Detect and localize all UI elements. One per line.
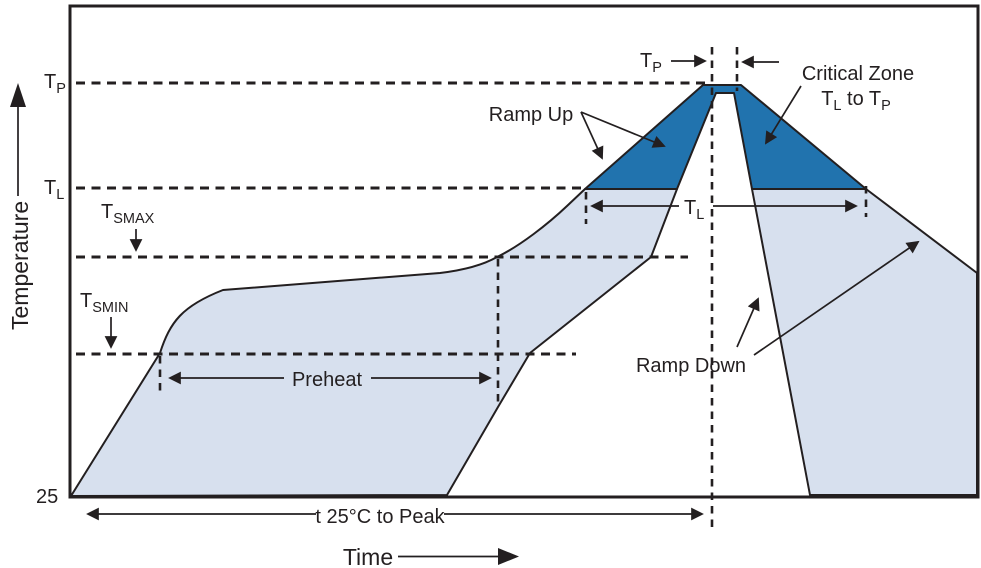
- ramp-up-label: Ramp Up: [489, 104, 573, 126]
- tl-tick-label: TL: [44, 177, 64, 203]
- origin-25-label: 25: [36, 486, 58, 508]
- ramp-up-pointer-1: [580, 111, 604, 160]
- critical-zone-label-line1: Critical Zone: [802, 63, 914, 85]
- tp-tick-label: TP: [44, 71, 66, 97]
- preheat-label: Preheat: [292, 369, 362, 391]
- tsmax-tick-label: TSMAX: [101, 201, 155, 227]
- preheat-rampup-band: [70, 188, 678, 497]
- rampdown-band: [751, 188, 978, 496]
- t25-to-peak-label: t 25°C to Peak: [315, 506, 445, 528]
- critical-zone-pointer: [764, 85, 802, 145]
- y-axis-title: Temperature: [7, 201, 33, 330]
- ramp-down-pointer-short: [736, 297, 760, 348]
- tl-span-measure-label: TL: [684, 197, 704, 223]
- critical-zone-region: [584, 84, 867, 190]
- dashed-guides: [76, 47, 868, 531]
- tsmin-tick-label: TSMIN: [80, 290, 128, 316]
- critical-zone-label-line2: TL to TP: [821, 88, 891, 114]
- ramp-up-pointer-2: [580, 111, 666, 148]
- labels: Temperature TP TL TSMAX TSMIN 25 Time Ra…: [7, 50, 914, 568]
- ramp-down-label: Ramp Down: [636, 355, 746, 377]
- ramp-down-pointer-long: [753, 240, 920, 356]
- x-axis-title: Time: [343, 544, 393, 568]
- profile-bands: [70, 84, 978, 497]
- temperature-axis-arrow-head: [10, 83, 26, 107]
- time-axis-arrow-head: [498, 548, 519, 565]
- measure-arrows: [10, 54, 920, 565]
- plot-border: [68, 4, 980, 499]
- tp-peak-measure-label: TP: [640, 50, 662, 76]
